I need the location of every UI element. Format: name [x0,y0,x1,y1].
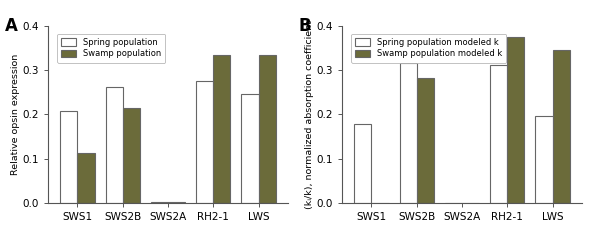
Bar [259,55,276,203]
Bar [535,116,553,203]
Bar [106,87,123,203]
Bar [490,65,507,203]
Bar [213,55,230,203]
Bar [241,94,259,203]
Y-axis label: Relative opsin expression: Relative opsin expression [11,54,20,175]
Bar [196,81,213,203]
Bar [60,111,77,203]
Text: B: B [299,17,311,35]
Bar [417,78,434,203]
Bar [168,202,185,203]
Y-axis label: (kᵢ/k), normalized absorption coefficient: (kᵢ/k), normalized absorption coefficien… [305,20,314,209]
Text: A: A [5,17,17,35]
Legend: Spring population modeled k, Swamp population modeled k: Spring population modeled k, Swamp popul… [351,34,506,63]
Bar [123,108,140,203]
Bar [400,63,417,203]
Legend: Spring population, Swamp population: Spring population, Swamp population [57,34,165,63]
Bar [507,37,524,203]
Bar [553,50,570,203]
Bar [77,153,95,203]
Bar [151,202,168,203]
Bar [354,124,371,203]
